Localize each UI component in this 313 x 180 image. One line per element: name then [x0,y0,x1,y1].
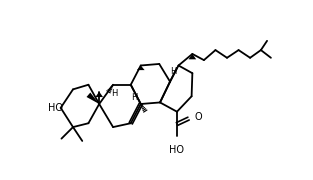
Text: HO: HO [49,103,63,113]
Polygon shape [95,92,103,97]
Text: H: H [110,89,117,98]
Text: H: H [131,93,137,102]
Text: HO: HO [169,145,184,155]
Polygon shape [137,66,145,70]
Polygon shape [86,93,99,104]
Text: O: O [195,112,202,122]
Polygon shape [188,54,196,59]
Text: H: H [170,67,176,76]
